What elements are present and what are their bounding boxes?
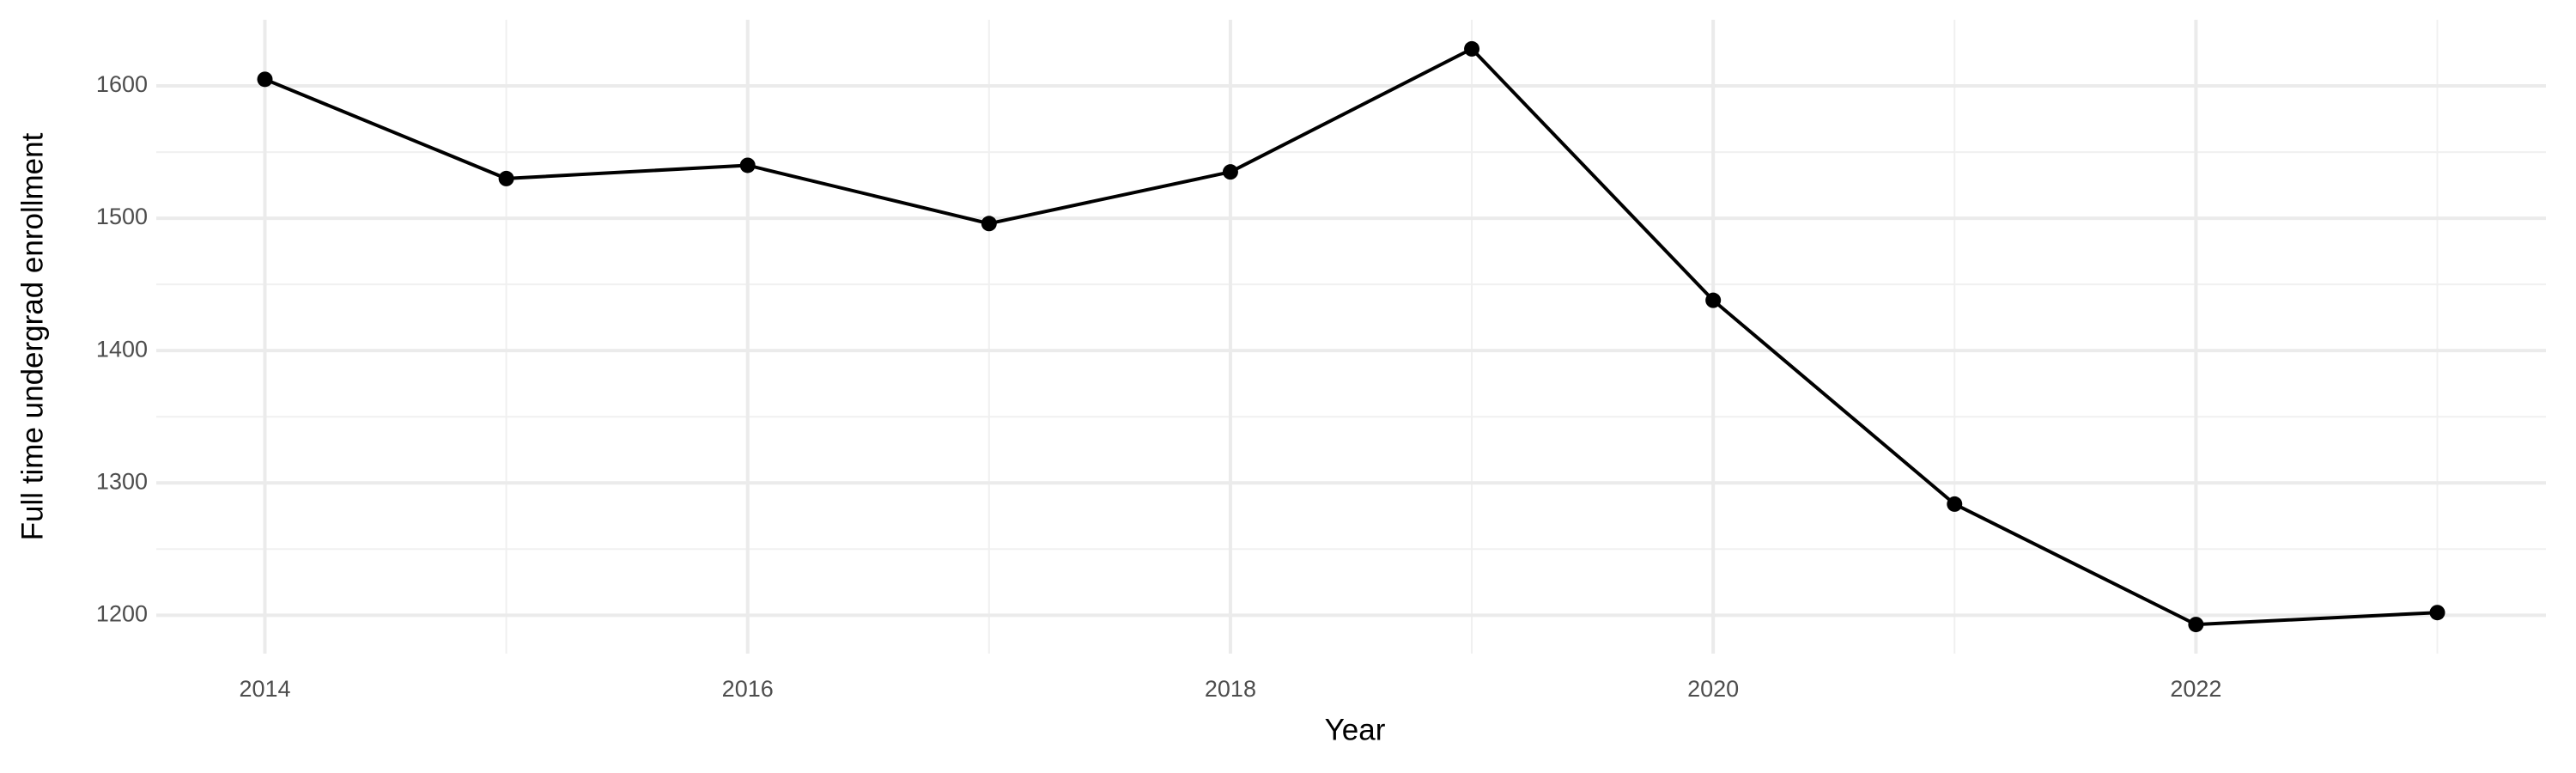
- data-point: [257, 71, 273, 88]
- data-point: [739, 157, 756, 173]
- data-point: [2188, 617, 2204, 633]
- x-axis-title: Year: [1325, 713, 1386, 746]
- y-tick-label: 1300: [96, 468, 148, 494]
- y-tick-label: 1600: [96, 71, 148, 97]
- x-tick-label: 2016: [722, 676, 774, 702]
- data-point: [1464, 40, 1480, 57]
- data-point: [1222, 164, 1238, 180]
- data-point: [981, 216, 997, 232]
- x-tick-label: 2014: [239, 676, 290, 702]
- data-point: [498, 170, 514, 186]
- x-tick-label: 2018: [1205, 676, 1256, 702]
- data-point: [2429, 605, 2445, 621]
- x-tick-label: 2022: [2170, 676, 2221, 702]
- y-tick-label: 1500: [96, 204, 148, 229]
- y-tick-label: 1200: [96, 600, 148, 626]
- x-tick-label: 2020: [1687, 676, 1739, 702]
- data-point: [1947, 496, 1963, 512]
- data-line: [264, 46, 2438, 627]
- y-axis-title: Full time undergrad enrollment: [15, 132, 49, 540]
- data-point: [1705, 292, 1722, 308]
- y-tick-label: 1400: [96, 336, 148, 362]
